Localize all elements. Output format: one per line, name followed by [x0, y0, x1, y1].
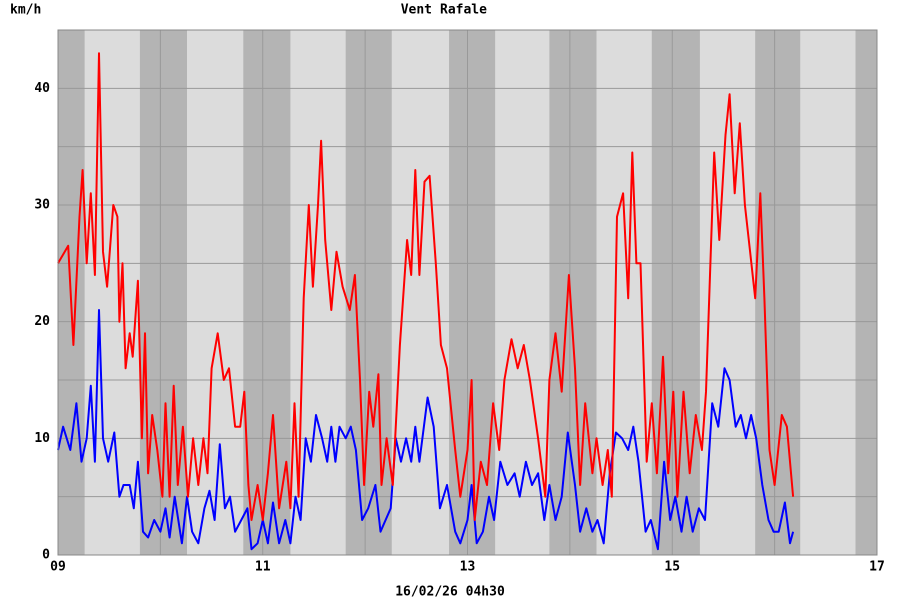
- y-tick-label: 40: [34, 81, 50, 96]
- x-axis-label: 16/02/26 04h30: [395, 585, 505, 600]
- series-line: [57, 309, 795, 551]
- shaded-band: [855, 30, 877, 555]
- y-tick-label: 20: [34, 314, 50, 329]
- legend-entry: Rafale: [440, 3, 487, 18]
- x-tick-label: 17: [869, 560, 885, 575]
- shaded-band: [755, 30, 801, 555]
- x-tick-label: 09: [50, 560, 66, 575]
- legend-entry: Vent: [401, 3, 432, 18]
- y-tick-label: 10: [34, 431, 50, 446]
- x-tick-label: 15: [664, 560, 680, 575]
- y-tick-label: 30: [34, 198, 50, 213]
- x-tick-label: 11: [255, 560, 271, 575]
- series-line: [57, 52, 795, 521]
- plot-border: [57, 29, 878, 556]
- y-tick-label: 0: [42, 548, 50, 563]
- shaded-band: [243, 30, 291, 555]
- x-tick-label: 13: [460, 560, 476, 575]
- y-axis-label: km/h: [10, 3, 41, 18]
